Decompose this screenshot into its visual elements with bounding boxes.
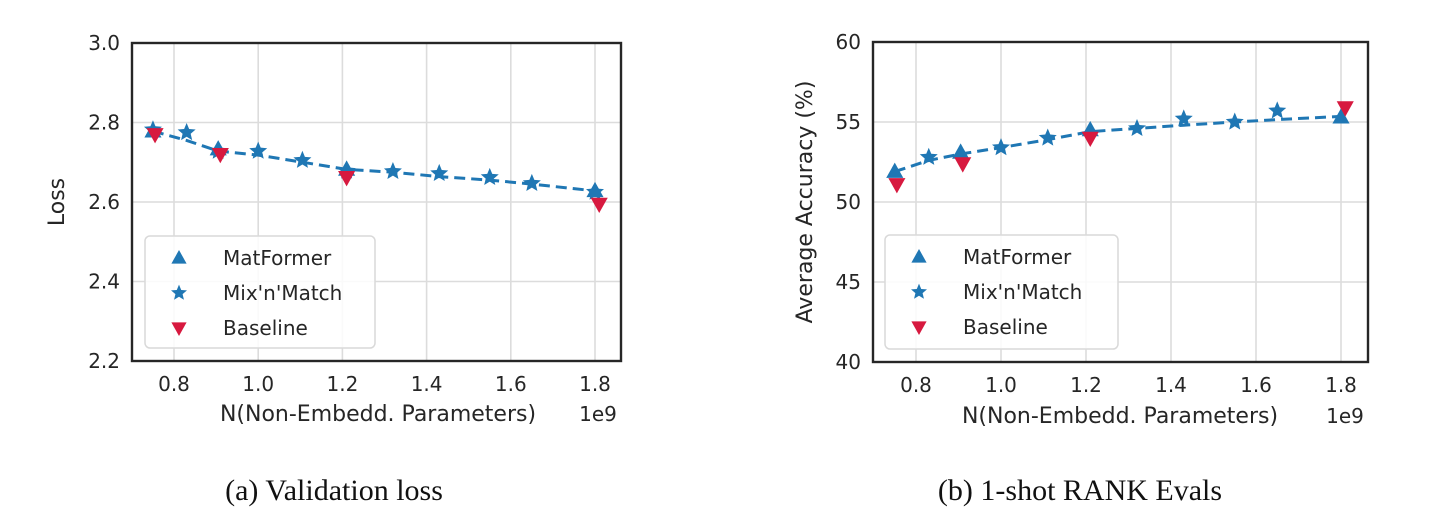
- x-tick-label: 0.8: [900, 373, 932, 397]
- x-tick-label: 0.8: [158, 372, 190, 396]
- x-tick-label: 1.2: [1070, 373, 1102, 397]
- data-point: [1268, 101, 1287, 119]
- series-matformer: [886, 108, 1350, 178]
- series-baseline: [146, 128, 608, 213]
- y-axis-label: Loss: [45, 178, 70, 226]
- legend-marker-icon: [911, 321, 927, 335]
- legend-box: [884, 234, 1119, 350]
- x-axis-label: N(Non-Embedd. Parameters): [962, 404, 1278, 429]
- x-offset-label: 1e9: [1326, 404, 1364, 428]
- data-point: [1081, 131, 1099, 147]
- legend: MatFormer Mix'n'Match Baseline: [884, 234, 1119, 350]
- y-tick-label: 2.4: [88, 270, 120, 294]
- x-tick-label: 1.6: [1240, 373, 1272, 397]
- data-point: [522, 173, 541, 191]
- data-point: [586, 182, 604, 200]
- y-tick-label: 3.0: [88, 31, 120, 55]
- series-baseline: [888, 101, 1354, 194]
- data-point: [919, 147, 938, 165]
- x-tick-label: 1.4: [411, 372, 443, 396]
- x-offset-label: 1e9: [579, 402, 617, 426]
- data-point: [1336, 101, 1354, 117]
- x-tick-label: 1.8: [579, 372, 611, 396]
- x-tick-label: 1.2: [326, 372, 358, 396]
- plot-frame: [130, 41, 623, 363]
- plot-frame: [871, 40, 1370, 364]
- y-tick-label: 2.2: [88, 349, 120, 373]
- fit-line: [894, 114, 1342, 174]
- data-point: [590, 197, 608, 213]
- legend-marker-icon: [171, 322, 187, 336]
- data-point: [338, 171, 356, 187]
- data-point: [383, 161, 402, 180]
- data-point: [888, 178, 906, 194]
- y-tick-label: 60: [836, 30, 861, 54]
- legend-label: Mix'n'Match: [223, 281, 342, 305]
- data-point: [211, 148, 229, 164]
- subfigure-caption: (b) 1-shot RANK Evals: [938, 474, 1222, 507]
- series-mixnmatch: [143, 120, 604, 200]
- y-tick-label: 2.8: [88, 111, 120, 135]
- data-point: [480, 167, 499, 185]
- y-tick-label: 40: [836, 350, 861, 374]
- data-point: [249, 141, 268, 159]
- x-tick-label: 1.0: [242, 372, 274, 396]
- data-point: [1038, 128, 1057, 146]
- x-tick-label: 1.0: [985, 373, 1017, 397]
- fit-line: [152, 129, 596, 193]
- y-tick-label: 50: [836, 190, 861, 214]
- data-point: [146, 128, 164, 144]
- legend-box: [144, 235, 376, 349]
- chart-b: 0.8 1.0 1.2 1.4 1.6 1.8 40 45 50 55 60 N(Non-Embedd…: [793, 30, 1370, 507]
- legend-marker-icon: [171, 284, 187, 300]
- series-mixnmatch: [919, 101, 1287, 165]
- legend-label: MatFormer: [963, 245, 1072, 269]
- legend-label: Mix'n'Match: [963, 280, 1082, 304]
- x-tick-label: 1.4: [1155, 373, 1187, 397]
- y-axis-label: Average Accuracy (%): [793, 81, 818, 324]
- data-point: [954, 157, 972, 173]
- data-point: [177, 122, 196, 141]
- legend-marker-icon: [911, 283, 927, 299]
- data-point: [430, 163, 449, 182]
- data-point: [293, 150, 312, 168]
- data-point: [952, 143, 970, 159]
- y-tick-label: 55: [836, 110, 861, 134]
- legend-label: Baseline: [963, 315, 1048, 339]
- data-point: [886, 162, 904, 178]
- y-tick-label: 45: [836, 270, 861, 294]
- legend-marker-icon: [171, 250, 187, 264]
- data-point: [1128, 118, 1146, 137]
- legend-marker-icon: [911, 249, 927, 263]
- data-point: [1332, 108, 1350, 124]
- y-tick-label: 2.6: [88, 190, 120, 214]
- data-point: [992, 138, 1010, 156]
- x-tick-label: 1.6: [495, 372, 527, 396]
- legend-label: Baseline: [223, 316, 308, 340]
- x-tick-label: 1.8: [1325, 373, 1357, 397]
- legend: MatFormer Mix'n'Match Baseline: [144, 235, 376, 349]
- data-point: [1174, 109, 1193, 127]
- data-point: [1225, 112, 1244, 130]
- legend-label: MatFormer: [223, 246, 332, 270]
- subfigure-caption: (a) Validation loss: [225, 474, 443, 507]
- x-axis-label: N(Non-Embedd. Parameters): [220, 402, 536, 427]
- chart-a: 0.8 1.0 1.2 1.4 1.6 1.8 2.2 2.4 2.6 2.8 3.0 N(Non-E…: [45, 31, 623, 507]
